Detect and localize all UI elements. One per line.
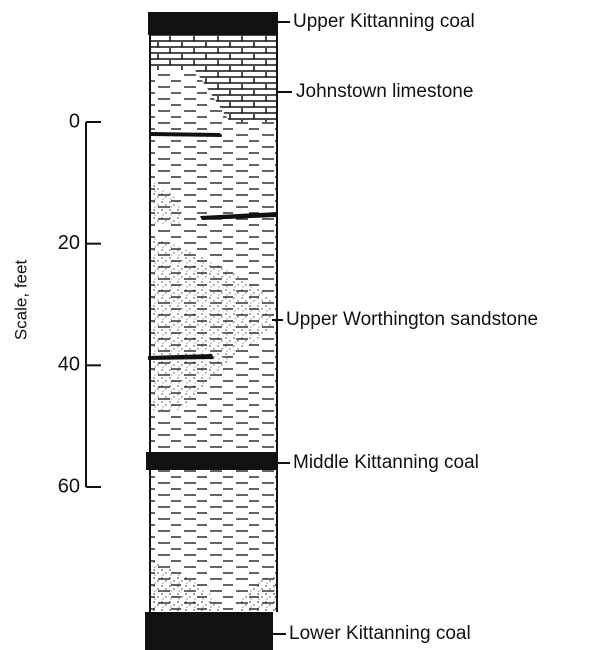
layer-label: Lower Kittanning coal <box>289 623 471 644</box>
scale-label: Scale, feet <box>11 260 30 341</box>
layer-label: Upper Kittanning coal <box>293 11 475 32</box>
coal-bed <box>145 612 273 650</box>
coal-bed <box>146 452 276 470</box>
layer-label: Middle Kittanning coal <box>293 452 479 473</box>
stratigraphic-column: Upper Kittanning coal Johnstown limeston… <box>0 0 601 650</box>
scale-tick-label: 60 <box>58 475 80 497</box>
scale-tick-label: 40 <box>58 354 80 376</box>
scale: 0 20 40 60 <box>58 110 101 497</box>
layer-label: Johnstown limestone <box>296 81 473 102</box>
coal-bed <box>148 12 278 35</box>
layer-label: Upper Worthington sandstone <box>286 309 538 330</box>
scale-tick-label: 0 <box>69 110 80 132</box>
scale-tick-label: 20 <box>58 232 80 254</box>
